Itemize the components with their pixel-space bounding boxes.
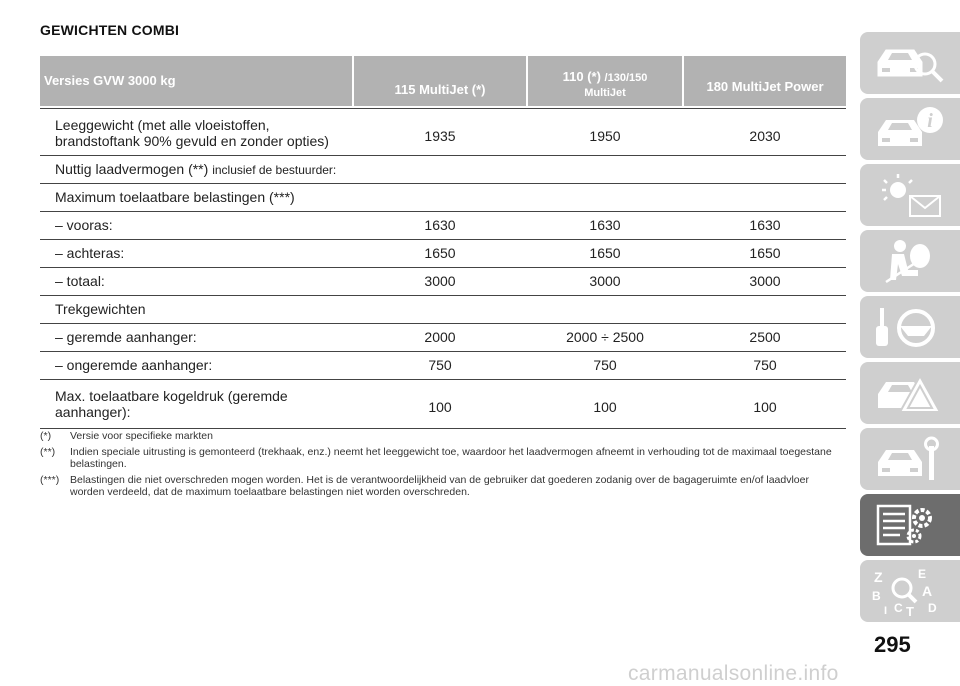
page-number: 295 (874, 632, 911, 657)
header-110-small: /130/150 (604, 72, 648, 84)
value-110: 100 (593, 399, 617, 415)
value-115: 750 (428, 357, 452, 373)
footnote-mark: (**) (40, 445, 56, 458)
row-label: – totaal: (55, 273, 105, 289)
row-label: – ongeremde aanhanger: (55, 357, 213, 373)
car-wrench-icon (878, 436, 939, 480)
index-letter: I (884, 605, 887, 616)
row-label: – vooras: (55, 217, 113, 233)
row-label-small: inclusief de bestuurder: (212, 163, 337, 177)
airbag-passenger-icon (885, 240, 930, 284)
row-label: – geremde aanhanger: (55, 329, 197, 345)
value-180: 1650 (749, 245, 781, 261)
page-title: GEWICHTEN COMBI (40, 22, 180, 38)
index-letter: C (894, 601, 903, 615)
value-115: 1650 (424, 245, 456, 261)
table-row: Max. toelaatbare kogeldruk (geremde aanh… (40, 379, 846, 429)
tab-warning-lights[interactable] (860, 164, 960, 226)
index-letter: A (922, 583, 932, 599)
value-115: 1630 (424, 217, 456, 233)
value-115: 3000 (424, 273, 456, 289)
row-label: aanhanger): (55, 404, 131, 420)
list-gears-icon (876, 504, 932, 546)
header-110-line2: MultiJet (584, 87, 626, 99)
tab-car-info[interactable]: i (860, 98, 960, 160)
footnotes: (*) Versie voor specifieke markten (**) … (40, 430, 846, 502)
value-110: 2000 ÷ 2500 (566, 329, 644, 345)
table-row: – geremde aanhanger: 2000 2000 ÷ 2500 25… (40, 323, 846, 351)
steering-wheel-key-icon (876, 308, 935, 347)
row-label: Trekgewichten (55, 301, 146, 317)
tab-car-search[interactable] (860, 32, 960, 94)
tab-emergency[interactable] (860, 362, 960, 424)
row-label: brandstoftank 90% gevuld en zonder optie… (55, 133, 329, 149)
header-110-main: 110 (*) (562, 69, 601, 84)
car-warning-triangle-icon (878, 373, 942, 413)
tab-technical-data[interactable] (860, 494, 960, 556)
footnote-text: Indien speciale uitrusting is gemonteerd… (70, 445, 832, 471)
header-180-multijet-power: 180 MultiJet Power (684, 56, 846, 106)
value-180: 3000 (749, 273, 781, 289)
table-row: Maximum toelaatbare belastingen (***) (40, 183, 846, 211)
table-row: – totaal: 3000 3000 3000 (40, 267, 846, 295)
tab-index[interactable]: Z E A B C D T I (860, 560, 960, 622)
row-label: Maximum toelaatbare belastingen (***) (55, 189, 295, 205)
footnote: (*) Versie voor specifieke markten (40, 430, 846, 443)
watermark: carmanualsonline.info (628, 662, 839, 685)
value-110: 3000 (589, 273, 621, 289)
header-110-130-150-multijet: 110 (*) /130/150 MultiJet (528, 56, 682, 106)
table-row: – ongeremde aanhanger: 750 750 750 (40, 351, 846, 379)
footnote-mark: (*) (40, 430, 52, 442)
warning-light-mail-icon (882, 174, 941, 217)
value-180: 750 (753, 357, 777, 373)
table-row: Leeggewicht (met alle vloeistoffen, bran… (40, 108, 846, 155)
footnote-mark: (***) (40, 473, 60, 486)
row-label: Leeggewicht (met alle vloeistoffen, (55, 117, 270, 133)
svg-text:i: i (927, 110, 933, 132)
weights-table: Leeggewicht (met alle vloeistoffen, bran… (40, 108, 846, 429)
car-search-icon (877, 49, 944, 83)
index-letter: Z (874, 569, 883, 585)
table-row: Trekgewichten (40, 295, 846, 323)
value-115: 1935 (424, 128, 456, 144)
car-info-icon: i (878, 107, 943, 146)
header-115-multijet: 115 MultiJet (*) (354, 56, 526, 106)
footnote: (***) Belastingen die niet overschreden … (40, 474, 846, 499)
value-180: 2030 (749, 128, 781, 144)
table-header: Versies GVW 3000 kg 115 MultiJet (*) 110… (40, 56, 846, 108)
tab-starting-driving[interactable] (860, 296, 960, 358)
alphabet-search-icon: Z E A B C D T I (872, 567, 937, 616)
tab-safety[interactable] (860, 230, 960, 292)
index-letter: D (928, 601, 937, 615)
table-row: – achteras: 1650 1650 1650 (40, 239, 846, 267)
index-letter: E (918, 567, 926, 581)
value-110: 1630 (589, 217, 621, 233)
row-label: Nuttig laadvermogen (**) (55, 161, 209, 177)
index-letter: T (906, 604, 914, 616)
value-110: 1650 (589, 245, 621, 261)
table-row: – vooras: 1630 1630 1630 (40, 211, 846, 239)
row-label: – achteras: (55, 245, 125, 261)
table-row: Nuttig laadvermogen (**) inclusief de be… (40, 155, 846, 183)
value-180: 2500 (749, 329, 781, 345)
tab-maintenance[interactable] (860, 428, 960, 490)
value-180: 1630 (749, 217, 781, 233)
value-115: 2000 (424, 329, 456, 345)
value-110: 1950 (589, 128, 621, 144)
index-letter: B (872, 589, 881, 603)
header-versions: Versies GVW 3000 kg (40, 56, 352, 106)
footnote-text: Versie voor specifieke markten (70, 430, 213, 442)
value-180: 100 (753, 399, 777, 415)
value-115: 100 (428, 399, 452, 415)
row-label: Max. toelaatbare kogeldruk (geremde (55, 388, 288, 404)
footnote: (**) Indien speciale uitrusting is gemon… (40, 446, 846, 471)
footnote-text: Belastingen die niet overschreden mogen … (70, 473, 809, 499)
value-110: 750 (593, 357, 617, 373)
